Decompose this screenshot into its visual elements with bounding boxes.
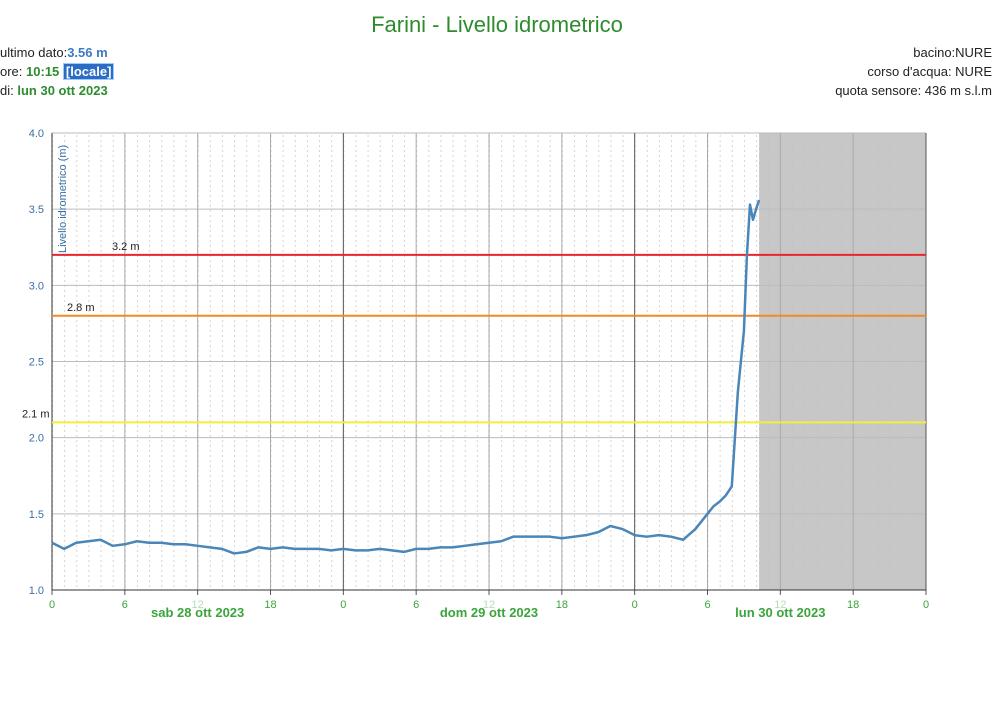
x-tick-label: 18	[556, 599, 568, 611]
day-label: lun 30 ott 2023	[735, 605, 825, 620]
y-tick-label: 2.0	[29, 433, 44, 445]
x-tick-label: 0	[340, 599, 346, 611]
x-tick-label: 0	[49, 599, 55, 611]
day-label: sab 28 ott 2023	[151, 605, 244, 620]
y-tick-label: 3.5	[29, 204, 44, 216]
x-tick-label: 12	[192, 599, 204, 611]
river: corso d'acqua: NURE	[867, 64, 992, 79]
info-right: bacino:NURE corso d'acqua: NURE quota se…	[835, 43, 992, 100]
series-line	[51, 199, 761, 555]
sensor: quota sensore: 436 m s.l.m	[835, 83, 992, 98]
y-tick-label: 3.0	[29, 280, 44, 292]
y-tick-label: 1.5	[29, 509, 44, 521]
y-axis-label: Livello idrometrico (m)	[57, 145, 69, 253]
threshold-label: 2.8 m	[67, 302, 95, 314]
title: Farini - Livello idrometrico	[371, 12, 623, 37]
label: di:	[0, 83, 14, 98]
y-tick-label: 2.5	[29, 357, 44, 369]
x-tick-label: 12	[483, 599, 495, 611]
x-tick-label: 0	[923, 599, 929, 611]
x-tick-label: 18	[847, 599, 859, 611]
x-tick-label: 6	[704, 599, 710, 611]
day-label: dom 29 ott 2023	[440, 605, 538, 620]
x-tick-label: 12	[774, 599, 786, 611]
date: lun 30 ott 2023	[17, 83, 108, 98]
basin: bacino:NURE	[913, 45, 992, 60]
threshold-label: 3.2 m	[112, 241, 140, 253]
x-tick-label: 0	[632, 599, 638, 611]
threshold-label: 2.1 m	[22, 408, 50, 420]
info-left: ultimo dato:3.56 m ore: 10:15 [locale] d…	[0, 43, 115, 100]
y-tick-label: 4.0	[29, 128, 44, 140]
last-value: 3.56 m	[67, 45, 108, 60]
time: 10:15	[26, 64, 60, 79]
x-tick-label: 18	[264, 599, 276, 611]
x-tick-label: 6	[413, 599, 419, 611]
x-tick-label: 6	[122, 599, 128, 611]
label: ore:	[0, 64, 23, 79]
y-tick-label: 1.0	[29, 585, 44, 597]
label: ultimo dato:	[0, 45, 68, 60]
locale-toggle[interactable]: [locale]	[62, 63, 115, 80]
